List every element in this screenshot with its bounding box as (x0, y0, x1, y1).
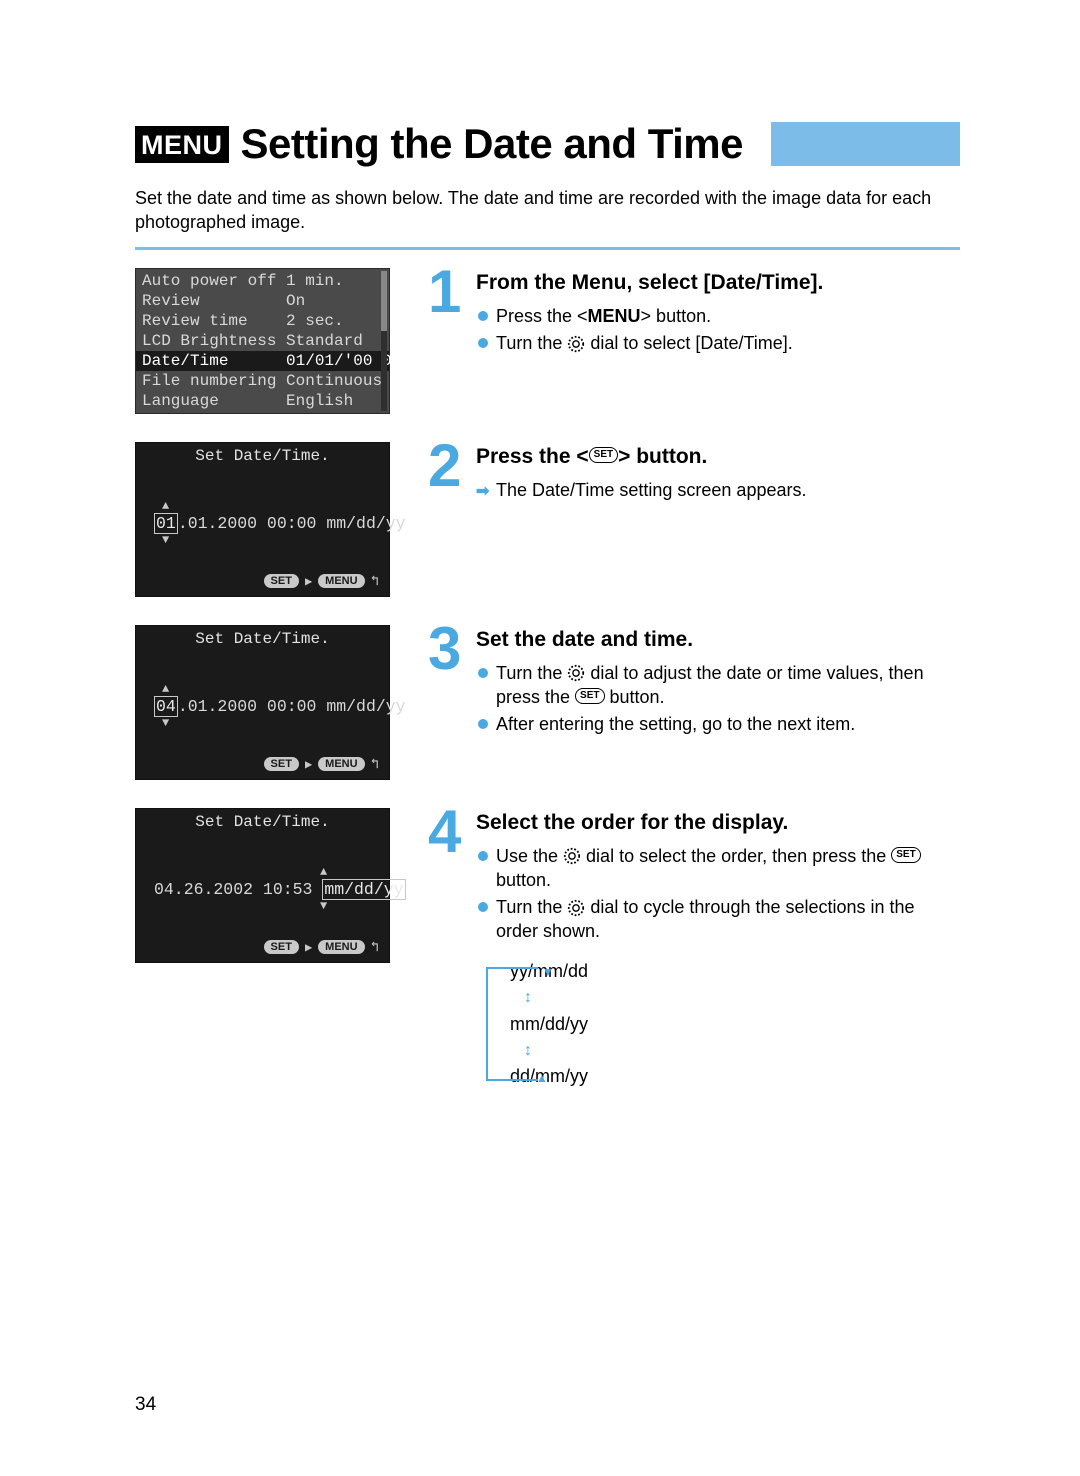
step-bullets: Press the <MENU> button. Turn the dial to… (476, 305, 960, 356)
set-pill: SET (264, 574, 299, 588)
bullet-item: After entering the setting, go to the ne… (476, 713, 960, 736)
bullet-item: Turn the dial to adjust the date or time… (476, 662, 960, 709)
format-cycle-diagram: ▼▲ yy/mm/dd ↕ mm/dd/yy ↕ dd/mm/yy (476, 961, 960, 1086)
triangle-icon: ▶ (305, 574, 312, 589)
step-heading: Press the <SET> button. (476, 444, 960, 469)
set-button-icon: SET (589, 447, 618, 463)
format-option: dd/mm/yy (510, 1066, 960, 1087)
dial-icon (567, 897, 585, 920)
step-4: Set Date/Time. ▲ 04.26.2002 10:53 mm/dd/… (135, 808, 960, 1097)
step-bullets: Use the dial to select the order, then p… (476, 845, 960, 944)
datetime-screenshot-4: Set Date/Time. ▲ 04.26.2002 10:53 mm/dd/… (135, 808, 390, 963)
dial-icon (563, 845, 581, 868)
set-button-icon: SET (891, 847, 920, 863)
menu-screenshot: Auto power off 1 min.Review OnReview tim… (135, 268, 390, 414)
step-number: 1 (428, 268, 472, 361)
page-header: MENU Setting the Date and Time (135, 120, 960, 168)
step-2: Set Date/Time. ▲ 01.01.2000 00:00 mm/dd/… (135, 442, 960, 597)
return-icon: ↰ (371, 573, 379, 590)
intro-text: Set the date and time as shown below. Th… (135, 186, 960, 235)
step-1: Auto power off 1 min.Review OnReview tim… (135, 268, 960, 414)
step-number: 2 (428, 442, 472, 507)
menu-badge: MENU (135, 126, 229, 163)
format-option: yy/mm/dd (510, 961, 960, 982)
step-3: Set Date/Time. ▲ 04.01.2000 00:00 mm/dd/… (135, 625, 960, 780)
arrow-icon: ➡ (476, 482, 489, 503)
page-title: Setting the Date and Time (241, 120, 743, 168)
bullet-item: ➡The Date/Time setting screen appears. (476, 479, 960, 502)
step-heading: From the Menu, select [Date/Time]. (476, 270, 960, 295)
step-bullets: Turn the dial to adjust the date or time… (476, 662, 960, 737)
bullet-item: Turn the dial to select [Date/Time]. (476, 332, 960, 356)
step-heading: Set the date and time. (476, 627, 960, 652)
horizontal-rule (135, 247, 960, 250)
format-option: mm/dd/yy (510, 1014, 960, 1035)
dial-icon (567, 662, 585, 685)
step-bullets: ➡The Date/Time setting screen appears. (476, 479, 960, 502)
step-number: 4 (428, 808, 472, 1097)
bullet-item: Press the <MENU> button. (476, 305, 960, 328)
step-heading: Select the order for the display. (476, 810, 960, 835)
title-accent-bar (771, 122, 960, 166)
bullet-item: Turn the dial to cycle through the selec… (476, 896, 960, 943)
set-button-icon: SET (575, 688, 604, 704)
menu-pill: MENU (318, 574, 364, 588)
steps-container: Auto power off 1 min.Review OnReview tim… (135, 268, 960, 1097)
step-number: 3 (428, 625, 472, 741)
dial-icon (567, 333, 585, 356)
datetime-screenshot-3: Set Date/Time. ▲ 04.01.2000 00:00 mm/dd/… (135, 625, 390, 780)
datetime-screenshot-2: Set Date/Time. ▲ 01.01.2000 00:00 mm/dd/… (135, 442, 390, 597)
bullet-item: Use the dial to select the order, then p… (476, 845, 960, 892)
page-number: 34 (135, 1394, 156, 1416)
